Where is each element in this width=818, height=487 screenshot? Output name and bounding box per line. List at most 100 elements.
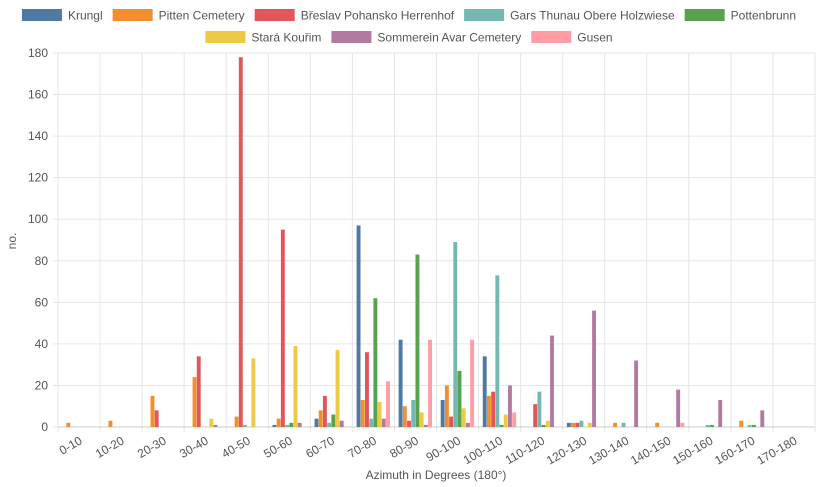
x-tick-label: 70-80 (345, 433, 379, 461)
legend-swatch (464, 9, 505, 21)
legend-item[interactable]: Sommerein Avar Cemetery (331, 31, 521, 45)
x-tick-label: 110-120 (503, 433, 548, 467)
x-tick-label: 60-70 (303, 433, 337, 461)
y-tick-label: 100 (28, 212, 48, 226)
x-tick-label: 40-50 (219, 433, 253, 461)
legend-swatch (684, 9, 725, 21)
bar (566, 422, 571, 427)
bar (150, 395, 155, 427)
legend-swatch (21, 9, 62, 21)
bar (613, 422, 618, 427)
bar (482, 356, 487, 427)
x-tick-label: 20-30 (135, 433, 169, 461)
bar (680, 422, 685, 427)
bar (457, 370, 462, 427)
bar (377, 402, 382, 427)
legend-label: Gusen (577, 31, 612, 45)
legend-swatch (112, 9, 153, 21)
bar (66, 422, 71, 427)
bar (634, 360, 639, 427)
bar (709, 424, 714, 427)
bar (571, 422, 575, 427)
x-tick-label: 130-140 (586, 433, 631, 467)
bar (293, 345, 298, 427)
x-tick-label: 50-60 (261, 433, 295, 461)
x-tick-label: 160-170 (712, 433, 757, 467)
bar (512, 412, 517, 427)
legend-item[interactable]: Stará Kouřim (205, 31, 321, 45)
bar (213, 424, 218, 427)
legend-item[interactable]: Břeslav Pohansko Herrenhof (254, 9, 455, 23)
bar (327, 422, 332, 427)
bar (297, 422, 302, 427)
legend-item[interactable]: Pottenbrunn (684, 9, 796, 23)
bar (276, 418, 281, 427)
bar (550, 335, 554, 427)
bar (386, 381, 390, 427)
y-tick-label: 140 (28, 129, 48, 143)
bar (423, 424, 428, 427)
bar (285, 424, 290, 427)
bar (360, 399, 365, 427)
bar (507, 385, 512, 427)
bar (234, 416, 239, 427)
bar (655, 422, 660, 427)
y-tick-label: 120 (28, 171, 48, 185)
legend-item[interactable]: Pitten Cemetery (112, 9, 245, 23)
bar (541, 424, 546, 427)
bar (486, 395, 491, 427)
legend-item[interactable]: Krungl (21, 9, 103, 23)
bar (356, 225, 361, 427)
y-tick-label: 0 (41, 420, 48, 434)
bar (373, 298, 378, 427)
bar (461, 408, 466, 427)
x-axis-title: Azimuth in Degrees (180°) (366, 468, 507, 482)
bar (453, 242, 458, 427)
bar (739, 420, 744, 427)
legend-label: Sommerein Avar Cemetery (377, 31, 521, 45)
x-tick-label: 150-160 (670, 433, 715, 467)
legend-swatch (205, 31, 246, 43)
y-tick-label: 20 (35, 378, 49, 392)
legend-swatch (531, 31, 572, 43)
y-tick-label: 180 (28, 46, 48, 60)
bar (251, 358, 256, 427)
legend-item[interactable]: Gars Thunau Obere Holzwiese (464, 9, 675, 23)
bar (322, 395, 327, 427)
bar (621, 422, 626, 427)
bar (331, 414, 336, 427)
bar (280, 229, 285, 427)
legend-swatch (254, 9, 295, 21)
bar (108, 420, 113, 427)
bar (154, 410, 159, 427)
bar (192, 377, 197, 427)
bar (365, 352, 369, 427)
bar (705, 424, 710, 427)
legend-item[interactable]: Gusen (531, 31, 613, 45)
bar (381, 418, 386, 427)
bar (369, 418, 374, 427)
y-axis: 0 20 40 60 80 100 120 140 160 180 (28, 46, 58, 434)
chart-grid (57, 52, 816, 432)
bar (209, 418, 214, 427)
y-tick-label: 80 (35, 254, 49, 268)
bar (272, 424, 277, 427)
bar (592, 310, 597, 427)
bar (747, 424, 752, 427)
bar (411, 399, 416, 427)
bar (402, 406, 407, 427)
bar (238, 57, 243, 428)
bars-group (66, 57, 765, 428)
bar (533, 404, 538, 427)
x-tick-label: 90-100 (424, 433, 464, 464)
legend-label: Gars Thunau Obere Holzwiese (510, 9, 675, 23)
bar (587, 422, 592, 427)
x-tick-label: 100-110 (461, 433, 506, 467)
y-tick-label: 60 (35, 295, 49, 309)
bar (575, 422, 580, 427)
bar (503, 414, 508, 427)
bar (196, 356, 201, 427)
bar (760, 410, 765, 427)
bar (449, 416, 454, 427)
bar (314, 418, 319, 427)
